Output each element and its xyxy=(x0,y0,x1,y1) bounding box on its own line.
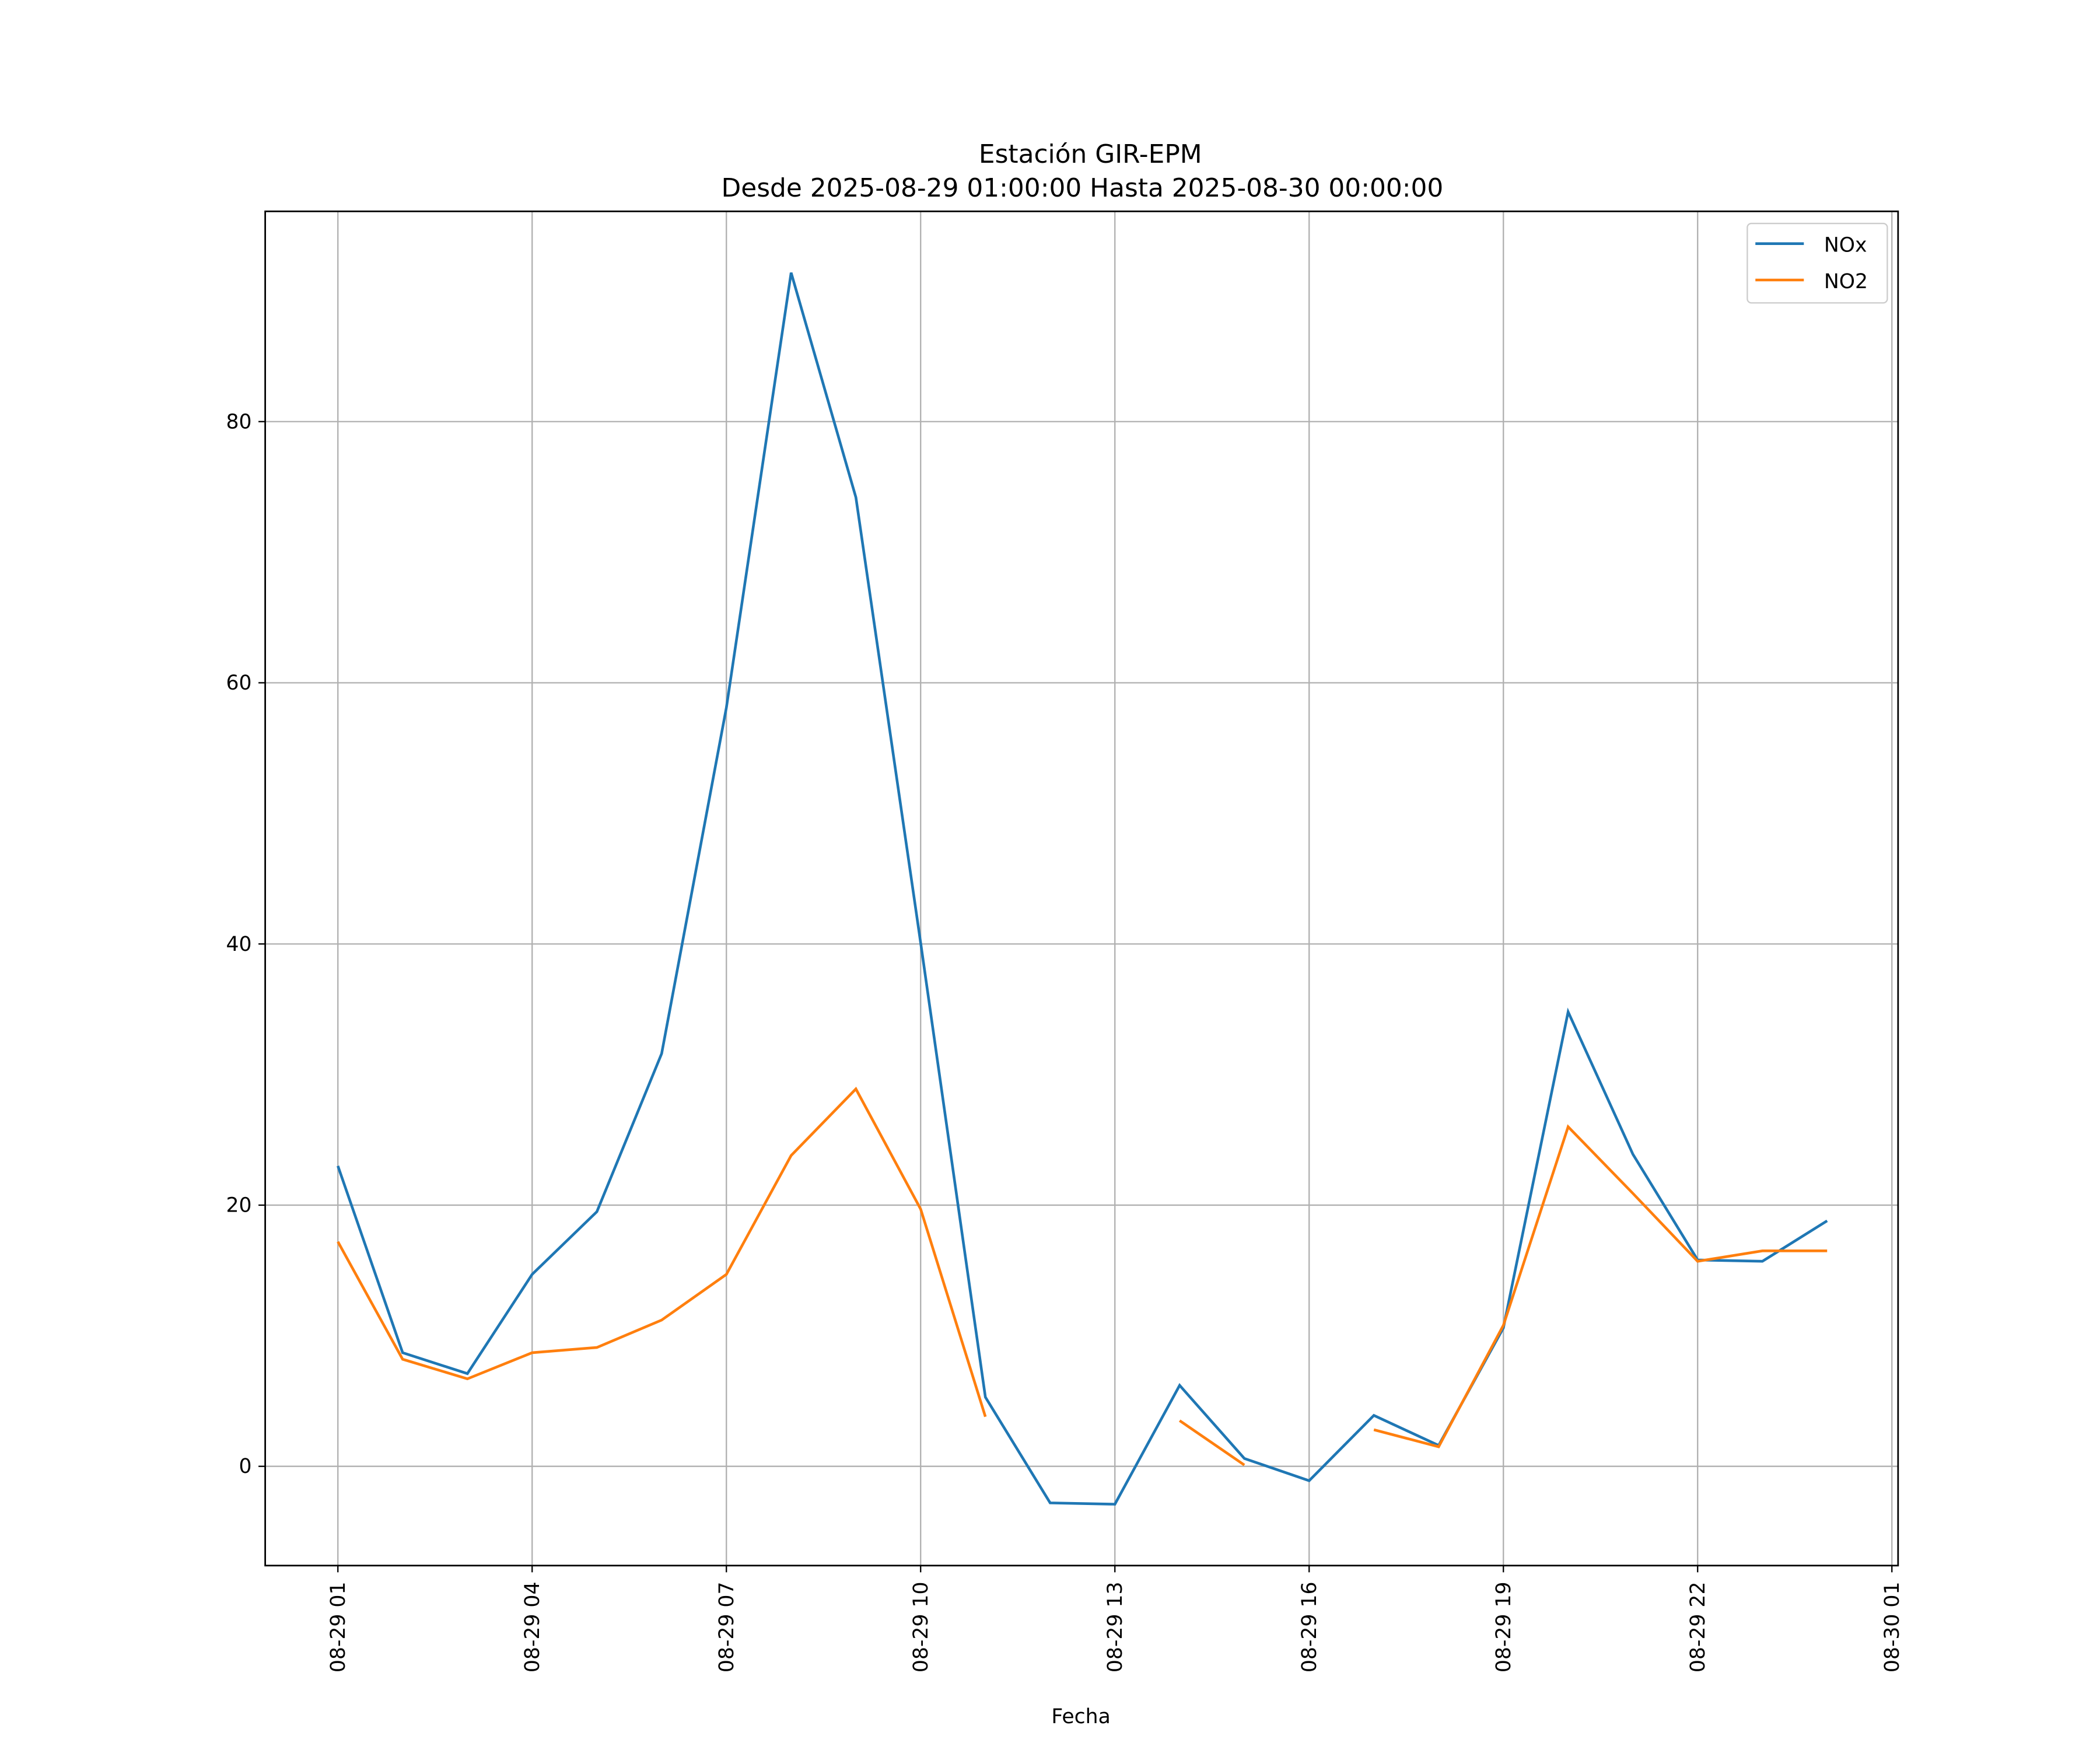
chart-title: Estación GIR-EPM xyxy=(979,139,1202,169)
x-tick-label: 08-29 22 xyxy=(1686,1582,1710,1673)
x-tick-label: 08-29 07 xyxy=(715,1582,738,1673)
x-tick-label: 08-30 01 xyxy=(1881,1582,1904,1673)
legend: NOx NO2 xyxy=(1746,222,1888,304)
x-tick-label: 08-29 04 xyxy=(521,1582,544,1673)
x-axis-label: Fecha xyxy=(1051,1705,1110,1728)
x-tick-label: 08-29 10 xyxy=(909,1582,933,1673)
series-line-no2 xyxy=(1178,1419,1245,1466)
plot-frame xyxy=(264,210,1899,1567)
x-tick-label: 08-29 01 xyxy=(327,1582,350,1673)
x-tick-label: 08-29 13 xyxy=(1104,1582,1127,1673)
grid xyxy=(265,211,1898,1566)
series-lines xyxy=(337,272,1828,1506)
x-tick-label: 08-29 16 xyxy=(1298,1582,1321,1673)
legend-label-no2: NO2 xyxy=(1824,270,1868,293)
series-line-no2 xyxy=(1373,1124,1828,1448)
chart-subtitle: Desde 2025-08-29 01:00:00 Hasta 2025-08-… xyxy=(721,173,1443,203)
y-tick-label: 60 xyxy=(226,671,251,695)
y-tick-label: 0 xyxy=(239,1455,252,1478)
y-tick-label: 40 xyxy=(226,933,251,956)
x-tick-label: 08-29 19 xyxy=(1492,1582,1516,1673)
series-line-nox xyxy=(337,272,1828,1506)
series-line-no2 xyxy=(337,1086,987,1418)
y-tick-label: 80 xyxy=(226,410,251,433)
axis-ticks: 0 20 40 60 80 08-29 01 08-29 04 08-29 07 08-29 1… xyxy=(226,410,1903,1672)
y-tick-label: 20 xyxy=(226,1194,251,1217)
legend-label-nox: NOx xyxy=(1824,234,1867,257)
